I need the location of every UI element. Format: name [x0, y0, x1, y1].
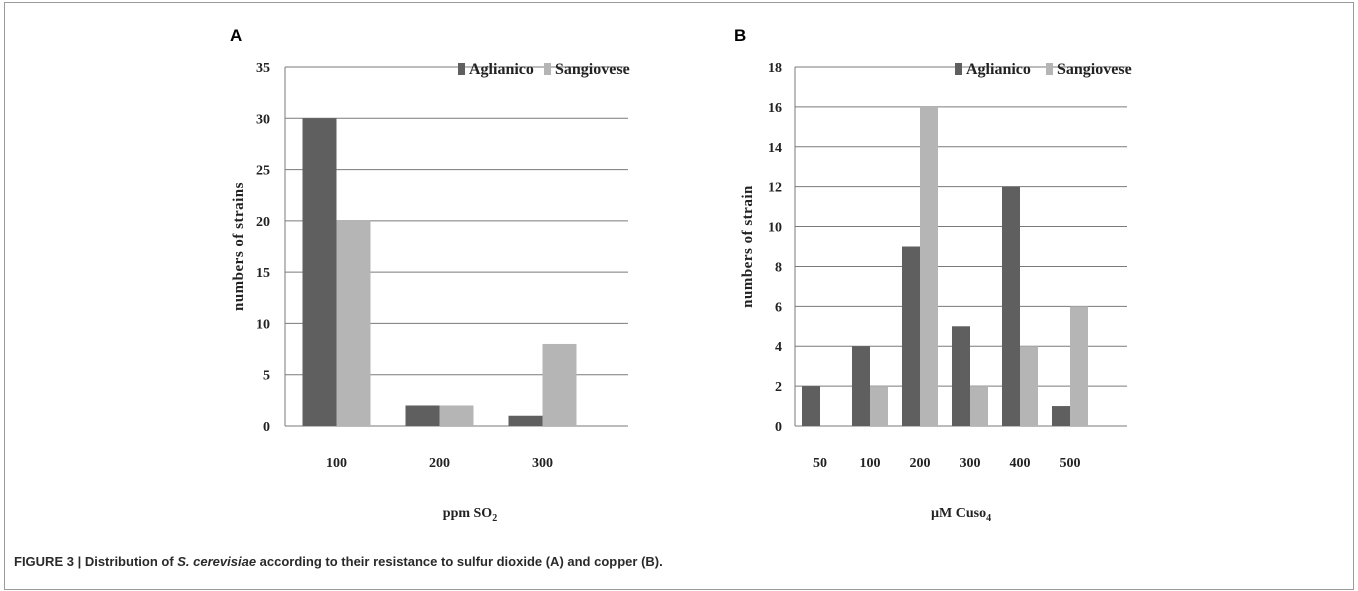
x-tick-label: 400: [1010, 456, 1031, 471]
bar-aglianico-100: [852, 346, 870, 426]
x-tick-label: 200: [429, 456, 450, 471]
chart-a: A 0 5 10 15 20 25 30 35 numbers of strains 100 200 3…: [230, 26, 630, 524]
y-tick-label: 30: [256, 112, 270, 127]
bar-aglianico-400: [1002, 186, 1020, 426]
caption-species: S. cerevisiae: [177, 554, 257, 569]
y-tick-label: 0: [263, 420, 270, 435]
x-axis-label-main: ppm SO: [443, 506, 493, 521]
x-axis-label: µM Cuso4: [931, 506, 991, 524]
x-axis-label-subscript: 2: [492, 513, 497, 524]
figure-caption: FIGURE 3 | Distribution of S. cerevisiae…: [14, 554, 1344, 569]
caption-label: FIGURE 3 |: [14, 554, 85, 569]
y-tick-label: 8: [775, 260, 782, 275]
y-tick-label: 4: [775, 340, 782, 355]
x-tick-label: 500: [1060, 456, 1081, 471]
figure-frame: [4, 2, 1354, 590]
bar-sangiovese-200: [920, 106, 938, 426]
bar-sangiovese-200: [439, 405, 474, 426]
legend-swatch-aglianico: [955, 63, 962, 75]
bar-aglianico-200: [405, 405, 440, 426]
x-tick-label: 200: [910, 456, 931, 471]
bar-aglianico-100: [302, 118, 337, 427]
bar-aglianico-500: [1052, 406, 1070, 426]
caption-pre: Distribution of: [84, 554, 178, 569]
y-axis-label: numbers of strain: [740, 185, 756, 308]
y-tick-label: 6: [775, 300, 782, 315]
bar-sangiovese-500: [1070, 306, 1088, 426]
bar-sangiovese-100: [870, 386, 888, 426]
y-axis-label: numbers of strains: [231, 182, 247, 311]
caption-post: according to their resistance to sulfur …: [256, 554, 663, 569]
panel-label-a: A: [230, 26, 242, 45]
x-axis-label-subscript: 4: [986, 513, 991, 524]
bar-sangiovese-300: [970, 386, 988, 426]
y-tick-label: 10: [256, 317, 270, 332]
y-tick-label: 2: [775, 380, 782, 395]
legend-label-sangiovese: Sangiovese: [555, 61, 630, 78]
panel-label-b: B: [734, 26, 746, 45]
x-axis-label: ppm SO2: [443, 506, 497, 524]
legend-label-aglianico: Aglianico: [966, 61, 1031, 78]
x-tick-label: 300: [532, 456, 553, 471]
x-tick-label: 100: [860, 456, 881, 471]
legend-swatch-aglianico: [458, 63, 465, 75]
x-tick-label: 100: [326, 456, 347, 471]
y-tick-label: 15: [256, 266, 270, 281]
x-axis-label-main: µM Cuso: [931, 506, 986, 521]
legend-label-aglianico: Aglianico: [469, 61, 534, 78]
chart-b: B 0 2 4 6 8 10 12 14 16 18 numbers of strain 50 100 20…: [734, 26, 1132, 524]
legend-label-sangiovese: Sangiovese: [1057, 61, 1132, 78]
x-tick-label: 50: [813, 456, 827, 471]
legend-swatch-sangiovese: [1046, 63, 1053, 75]
legend: Aglianico Sangiovese: [955, 61, 1132, 78]
bar-aglianico-300: [952, 326, 970, 426]
bar-aglianico-50: [802, 386, 820, 426]
y-tick-label: 16: [768, 101, 782, 116]
bar-sangiovese-100: [336, 220, 371, 426]
y-tick-label: 5: [263, 369, 270, 384]
bar-sangiovese-400: [1020, 346, 1038, 426]
y-tick-label: 20: [256, 215, 270, 230]
x-tick-label: 300: [960, 456, 981, 471]
y-tick-label: 0: [775, 420, 782, 435]
legend-swatch-sangiovese: [544, 63, 551, 75]
y-tick-label: 12: [768, 181, 782, 196]
bar-aglianico-200: [902, 246, 920, 426]
bar-aglianico-300: [508, 415, 543, 426]
y-tick-label: 10: [768, 221, 782, 236]
y-tick-label: 14: [768, 141, 782, 156]
y-tick-label: 25: [256, 164, 270, 179]
y-tick-label: 35: [256, 61, 270, 76]
bar-sangiovese-300: [542, 343, 577, 426]
y-tick-label: 18: [768, 61, 782, 76]
legend: Aglianico Sangiovese: [458, 61, 630, 78]
